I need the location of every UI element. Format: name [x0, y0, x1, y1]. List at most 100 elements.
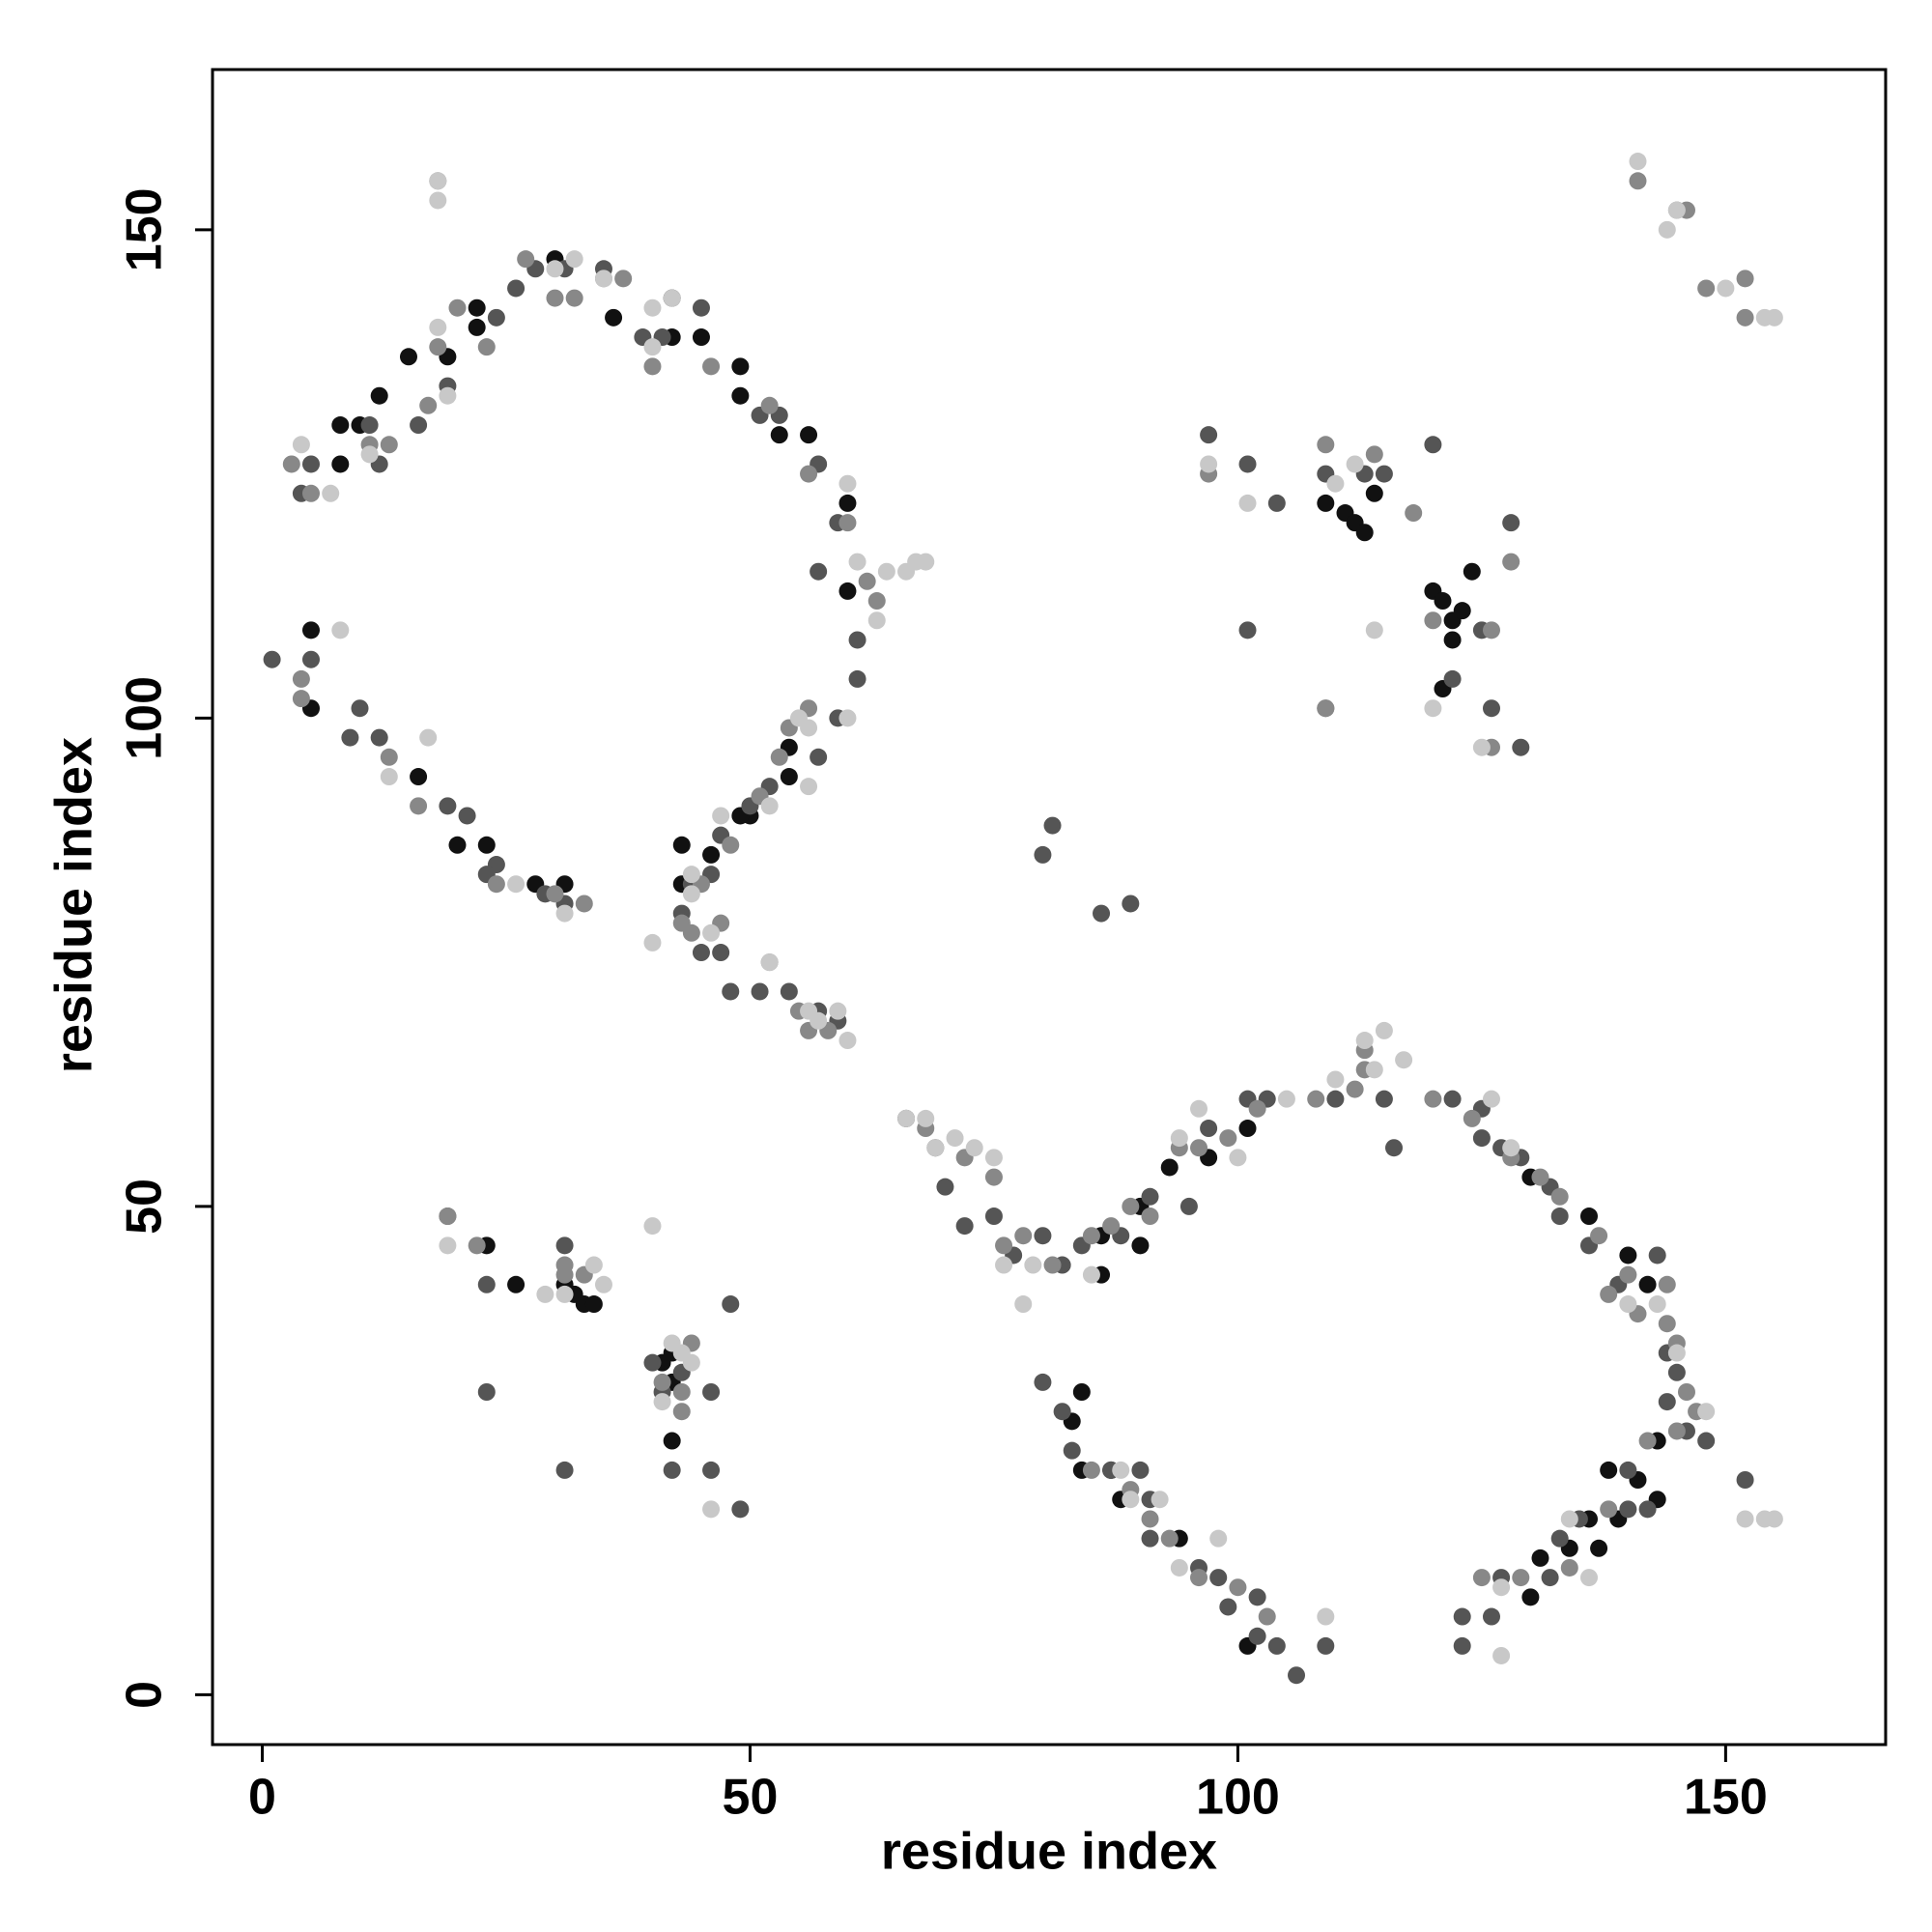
x-axis-title: residue index: [881, 1822, 1217, 1880]
point: [770, 426, 788, 444]
point: [439, 1208, 457, 1226]
point: [897, 1109, 916, 1127]
point: [1082, 1265, 1100, 1284]
point: [1375, 1090, 1393, 1108]
point: [955, 1217, 974, 1236]
point: [1619, 1295, 1637, 1314]
point: [1355, 1032, 1374, 1050]
point: [1131, 1461, 1150, 1479]
point: [800, 465, 818, 483]
point: [1619, 1500, 1637, 1519]
point: [926, 1139, 945, 1157]
point: [1629, 172, 1647, 190]
point: [1326, 1090, 1345, 1108]
point: [672, 836, 691, 854]
x-tick-label: 50: [723, 1770, 779, 1826]
point: [1209, 1529, 1228, 1548]
point: [1141, 1208, 1159, 1226]
point: [594, 1275, 612, 1293]
point: [399, 348, 417, 366]
point: [712, 807, 730, 825]
point: [858, 572, 876, 590]
point: [594, 270, 612, 288]
point: [555, 1236, 574, 1255]
point: [1034, 1373, 1052, 1391]
point: [1200, 1120, 1218, 1138]
point: [1063, 1441, 1081, 1460]
point: [917, 1109, 935, 1127]
point: [360, 445, 379, 464]
point: [1326, 474, 1345, 493]
point: [477, 338, 496, 356]
point: [731, 357, 750, 376]
point: [331, 455, 350, 473]
point: [867, 611, 886, 630]
point: [1560, 1510, 1578, 1528]
x-tick-label: 100: [1196, 1770, 1280, 1826]
point: [1638, 1432, 1657, 1450]
point: [1590, 1227, 1608, 1245]
point: [292, 690, 310, 708]
point: [1463, 1109, 1481, 1127]
point: [995, 1256, 1013, 1274]
point: [351, 699, 369, 718]
point: [410, 797, 428, 815]
point: [1288, 1666, 1306, 1685]
point: [1375, 1021, 1393, 1039]
y-tick-label: 100: [117, 676, 173, 760]
point: [672, 1403, 691, 1421]
point: [1658, 1275, 1676, 1293]
point: [1122, 1491, 1140, 1509]
point: [1560, 1558, 1578, 1577]
point: [1170, 1558, 1188, 1577]
point: [1502, 553, 1520, 571]
point: [984, 1208, 1003, 1226]
y-tick-label: 50: [117, 1179, 173, 1235]
point: [702, 845, 721, 864]
point: [1131, 1236, 1150, 1255]
point: [702, 357, 721, 376]
point: [1492, 1578, 1511, 1597]
point: [867, 592, 886, 611]
point: [1024, 1256, 1042, 1274]
point: [1375, 465, 1393, 483]
point: [1667, 1344, 1686, 1362]
point: [1014, 1295, 1033, 1314]
point: [838, 582, 857, 600]
point: [643, 357, 662, 376]
point: [1658, 1393, 1676, 1411]
point: [810, 748, 828, 766]
point: [1667, 201, 1686, 219]
point: [565, 289, 583, 307]
point: [565, 250, 583, 269]
point: [1385, 1139, 1404, 1157]
point: [605, 308, 623, 327]
point: [1736, 1470, 1754, 1489]
point: [1014, 1227, 1033, 1245]
point: [1502, 1139, 1520, 1157]
point: [1405, 504, 1423, 523]
point: [546, 289, 564, 307]
point: [1443, 669, 1462, 688]
point: [1648, 1295, 1666, 1314]
point: [1053, 1403, 1071, 1421]
point: [1697, 279, 1716, 298]
point: [380, 748, 398, 766]
point: [1219, 1129, 1237, 1148]
point: [1550, 1529, 1569, 1548]
point: [692, 944, 710, 962]
point: [575, 895, 593, 913]
point: [419, 728, 438, 747]
y-axis-title: residue index: [44, 737, 102, 1073]
point: [838, 1032, 857, 1050]
point: [712, 944, 730, 962]
point: [1658, 1315, 1676, 1333]
point: [1365, 1061, 1383, 1079]
point: [1453, 1607, 1471, 1626]
point: [1395, 1051, 1413, 1069]
point: [360, 416, 379, 435]
point: [1112, 1461, 1130, 1479]
point: [1043, 816, 1062, 835]
point: [643, 298, 662, 317]
point: [439, 1236, 457, 1255]
